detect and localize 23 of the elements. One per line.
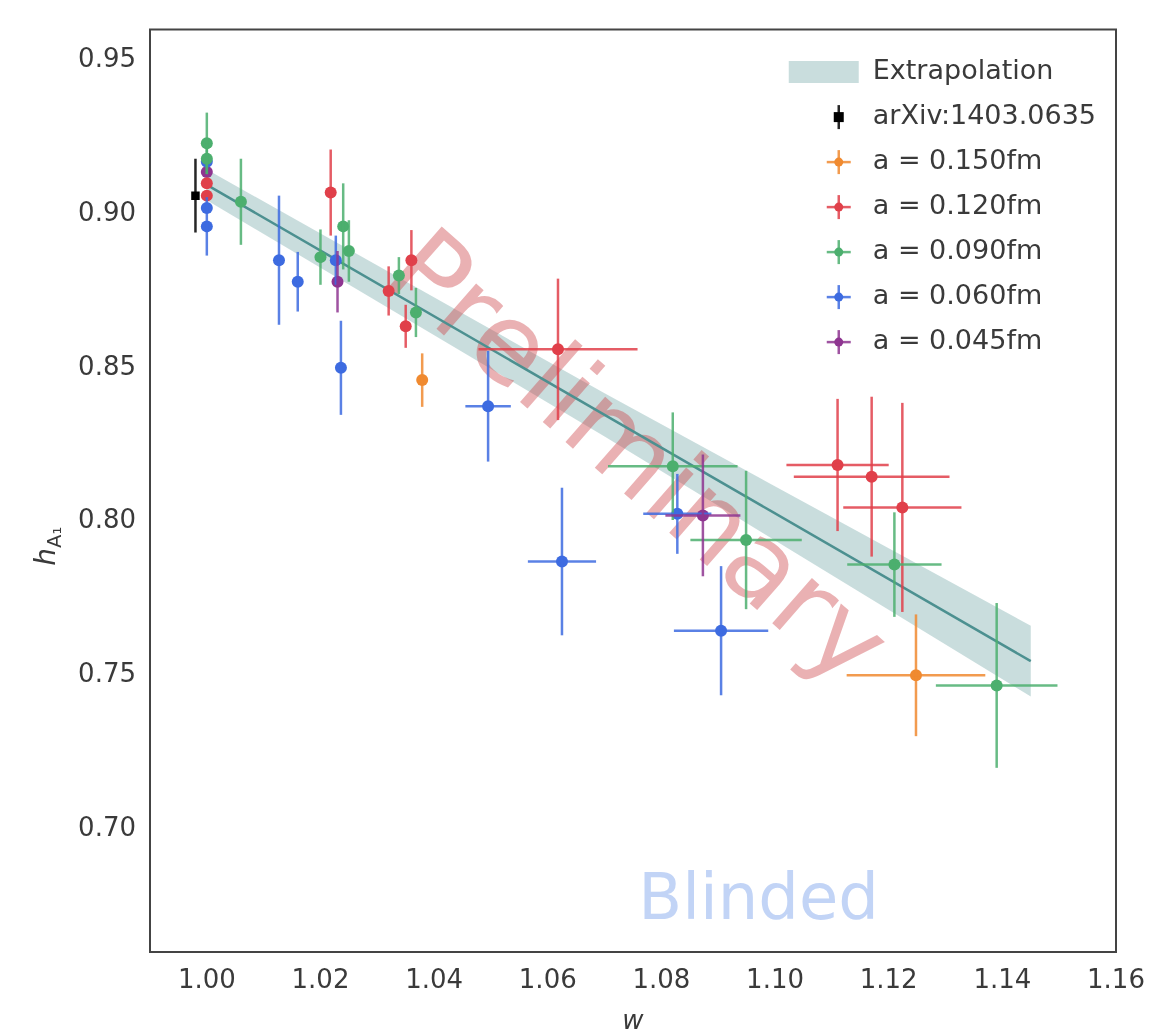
y-tick-label: 0.90 bbox=[78, 196, 136, 227]
y-tick-label: 0.80 bbox=[78, 504, 136, 535]
x-tick-label: 1.08 bbox=[632, 964, 691, 995]
x-axis-title: w bbox=[622, 1004, 645, 1035]
annotation: Blinded bbox=[638, 859, 879, 934]
x-tick-label: 1.04 bbox=[405, 964, 464, 995]
y-tick-label: 0.95 bbox=[78, 43, 136, 74]
point bbox=[200, 177, 213, 190]
legend-label: Extrapolation bbox=[872, 54, 1054, 86]
x-tick-label: 1.06 bbox=[518, 964, 577, 995]
y-axis-title: hA₁ bbox=[29, 526, 67, 566]
legend-label: arXiv:1403.0635 bbox=[872, 99, 1097, 131]
legend-label: a = 0.120fm bbox=[872, 189, 1043, 221]
x-tick-label: 1.02 bbox=[291, 964, 350, 995]
x-tick-label: 1.00 bbox=[177, 964, 236, 995]
y-tick-label: 0.85 bbox=[78, 350, 136, 381]
x-tick-label: 1.10 bbox=[746, 964, 804, 995]
x-tick-label: 1.12 bbox=[859, 964, 918, 995]
legend-label: a = 0.150fm bbox=[872, 144, 1043, 176]
x-tick-label: 1.14 bbox=[973, 964, 1032, 995]
y-tick-label: 0.70 bbox=[78, 811, 136, 842]
y-tick-label: 0.75 bbox=[78, 658, 136, 689]
x-tick-label: 1.16 bbox=[1087, 964, 1145, 995]
